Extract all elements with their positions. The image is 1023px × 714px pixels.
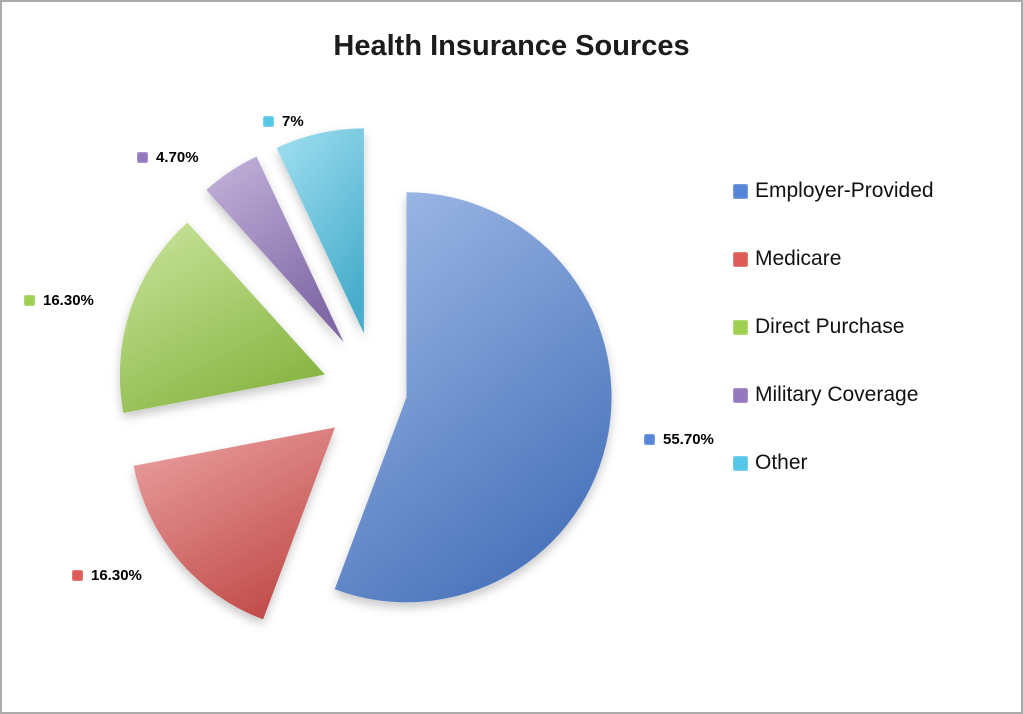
legend-label-other: Other bbox=[755, 451, 808, 474]
data-label-text-employer-provided: 55.70% bbox=[663, 431, 714, 448]
data-label-medicare: 16.30% bbox=[72, 567, 142, 584]
legend-label-medicare: Medicare bbox=[755, 247, 842, 270]
legend-item-military-coverage[interactable]: Military Coverage bbox=[733, 383, 934, 407]
data-label-swatch-military-coverage bbox=[137, 152, 148, 163]
data-label-swatch-employer-provided bbox=[644, 434, 655, 445]
legend-swatch-employer-provided bbox=[733, 183, 748, 199]
data-label-swatch-medicare bbox=[72, 570, 83, 581]
legend-item-direct-purchase[interactable]: Direct Purchase bbox=[733, 315, 934, 339]
pie-slice-employer-provided[interactable] bbox=[334, 192, 612, 603]
data-label-text-direct-purchase: 16.30% bbox=[43, 292, 94, 309]
data-label-direct-purchase: 16.30% bbox=[24, 292, 94, 309]
pie-slice-medicare[interactable] bbox=[133, 427, 335, 620]
data-label-employer-provided: 55.70% bbox=[644, 431, 714, 448]
data-label-text-other: 7% bbox=[282, 113, 304, 130]
data-label-swatch-direct-purchase bbox=[24, 295, 35, 306]
data-label-swatch-other bbox=[263, 116, 274, 127]
pie-slice-direct-purchase[interactable] bbox=[119, 222, 325, 413]
legend-label-employer-provided: Employer-Provided bbox=[755, 179, 934, 202]
legend-swatch-medicare bbox=[733, 251, 748, 267]
legend-item-medicare[interactable]: Medicare bbox=[733, 247, 934, 271]
pie-slice-other[interactable] bbox=[276, 128, 364, 334]
legend-label-military-coverage: Military Coverage bbox=[755, 383, 919, 406]
legend-swatch-military-coverage bbox=[733, 387, 748, 403]
legend-item-employer-provided[interactable]: Employer-Provided bbox=[733, 179, 934, 203]
data-label-text-military-coverage: 4.70% bbox=[156, 149, 199, 166]
pie-slice-military-coverage[interactable] bbox=[206, 156, 344, 343]
data-label-other: 7% bbox=[263, 113, 304, 130]
legend-swatch-other bbox=[733, 455, 748, 471]
legend-swatch-direct-purchase bbox=[733, 319, 748, 335]
data-label-text-medicare: 16.30% bbox=[91, 567, 142, 584]
chart-title: Health Insurance Sources bbox=[333, 30, 690, 62]
legend-item-other[interactable]: Other bbox=[733, 451, 934, 475]
legend: Employer-Provided Medicare Direct Purcha… bbox=[733, 179, 934, 475]
legend-label-direct-purchase: Direct Purchase bbox=[755, 315, 905, 338]
data-label-military-coverage: 4.70% bbox=[137, 149, 199, 166]
